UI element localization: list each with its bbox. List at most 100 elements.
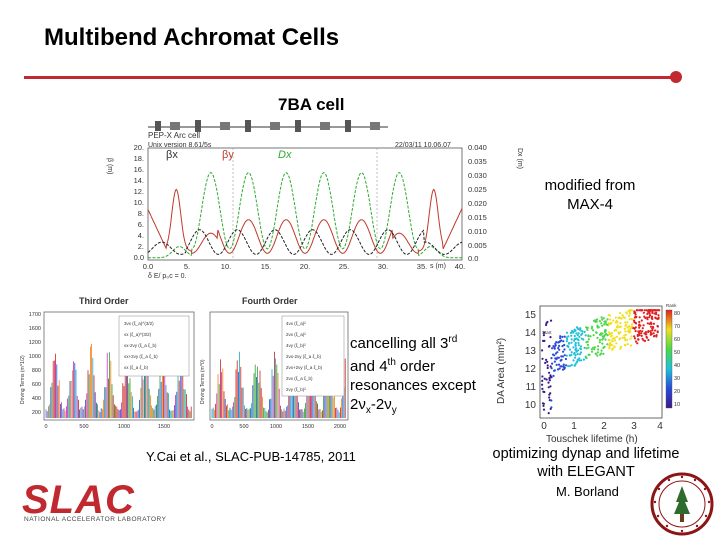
fourth-legend-item: 2νx (ξ_a ξ_b): [286, 376, 313, 381]
scatter-point: [547, 412, 550, 415]
scatter-point: [645, 309, 648, 312]
scatter-point: [565, 354, 568, 357]
scatter-point: [542, 402, 545, 405]
scatter-point: [599, 333, 602, 336]
scatter-point: [633, 335, 636, 338]
scatter-point: [608, 322, 611, 325]
scatter-point: [543, 331, 546, 334]
scatter-point: [563, 354, 566, 357]
scatter-point: [543, 339, 546, 342]
scatter-point: [641, 327, 644, 330]
scatter-point: [575, 337, 578, 340]
scatter-point: [620, 317, 623, 320]
scatter-point: [573, 330, 576, 333]
scatter-point: [587, 346, 590, 349]
scatter-point: [603, 323, 606, 326]
scatter-point: [649, 321, 652, 324]
scatter-point: [545, 322, 548, 325]
cancel-2b: -2: [370, 396, 385, 413]
scatter-point: [550, 367, 553, 370]
left-tick: 16.: [134, 165, 144, 174]
bottom-tick: 40.: [455, 262, 465, 271]
scatter-point: [642, 311, 645, 314]
scatter-point: [565, 340, 568, 343]
scatter-point: [625, 312, 628, 315]
third-xtick: 500: [79, 424, 88, 430]
da-ytick: 14: [525, 328, 537, 339]
scatter-point: [610, 334, 613, 337]
scatter-point: [577, 344, 580, 347]
lattice-function-plot: PEP-X Arc cell Unix version 8.61/5s 22/0…: [100, 118, 540, 280]
scatter-point: [592, 346, 595, 349]
da-xtick: 3: [631, 421, 637, 432]
scatter-point: [567, 364, 570, 368]
colorbar-tick: 40: [674, 363, 680, 369]
scatter-point: [630, 335, 633, 338]
right-tick: 0.0: [468, 254, 478, 263]
fourth-legend-item: 4νy (ξ_b)²: [286, 343, 306, 348]
scatter-point: [554, 352, 557, 355]
scatter-point: [596, 336, 599, 339]
da-ytick: 11: [526, 382, 537, 393]
scatter-point: [586, 340, 589, 343]
scatter-point: [596, 354, 599, 357]
scatter-point: [586, 327, 589, 330]
scatter-point: [648, 312, 651, 315]
scatter-point: [572, 331, 575, 334]
scatter-point: [560, 355, 563, 358]
third-legend-item: νx-2νy (ξ_a ξ_b): [124, 343, 157, 348]
scatter-point: [556, 351, 559, 354]
scatter-point: [636, 334, 639, 338]
bottom-tick: 20.: [300, 262, 310, 271]
plot-header-date: 22/03/11 10.06.07: [395, 142, 451, 149]
da-ytick: 13: [525, 346, 537, 357]
scatter-point: [566, 345, 569, 348]
scatter-point: [578, 359, 581, 362]
scatter-point: [656, 317, 659, 320]
fourth-ylabel: Driving Terms (m^0): [200, 359, 206, 404]
cancel-nu-y: ν: [384, 396, 392, 413]
fourth-legend: [281, 315, 345, 397]
scatter-point: [635, 309, 638, 312]
scatter-point: [555, 363, 558, 366]
scatter-point: [552, 353, 555, 356]
scatter-point: [643, 315, 646, 318]
right-tick: 0.010: [468, 227, 487, 236]
scatter-point: [609, 343, 613, 346]
scatter-point: [634, 313, 637, 316]
scatter-point: [568, 354, 572, 357]
resonance-driving-terms-plots: Third Order Fourth Order 1700 1600 1200 …: [20, 296, 349, 430]
scatter-point: [577, 332, 580, 335]
scatter-point: [598, 338, 602, 342]
fourth-xtick: 0: [210, 424, 213, 430]
scatter-point: [548, 377, 551, 380]
scatter-point: [638, 332, 641, 335]
scatter-point: [624, 330, 627, 333]
scatter-point: [650, 333, 653, 336]
scatter-point: [587, 338, 590, 341]
scatter-point: [628, 325, 631, 328]
scatter-point: [603, 320, 606, 323]
scatter-point: [573, 334, 576, 338]
scatter-point: [624, 344, 627, 347]
left-tick: 12.: [134, 187, 144, 196]
fourth-legend-item: 2νx-2νy (ξ_a ξ_b): [286, 354, 322, 359]
scatter-point: [541, 375, 544, 378]
scatter-point: [583, 346, 586, 349]
scatter-point: [625, 323, 628, 327]
scatter-point: [655, 311, 658, 314]
scatter-point: [651, 309, 654, 312]
scatter-point: [585, 356, 588, 359]
beta-x-curve: [147, 188, 463, 254]
scatter-point: [576, 353, 579, 356]
left-tick: 2.: [138, 242, 144, 251]
left-tick: 10.: [134, 198, 144, 207]
scatter-point: [647, 338, 650, 342]
scatter-point: [657, 314, 660, 317]
scatter-point: [601, 342, 604, 345]
scatter-point: [597, 345, 600, 348]
scatter-point: [593, 348, 596, 351]
reference-citation: Y.Cai et al., SLAC-PUB-14785, 2011: [146, 449, 356, 464]
scatter-point: [542, 334, 545, 337]
start-label: Start: [542, 330, 552, 335]
